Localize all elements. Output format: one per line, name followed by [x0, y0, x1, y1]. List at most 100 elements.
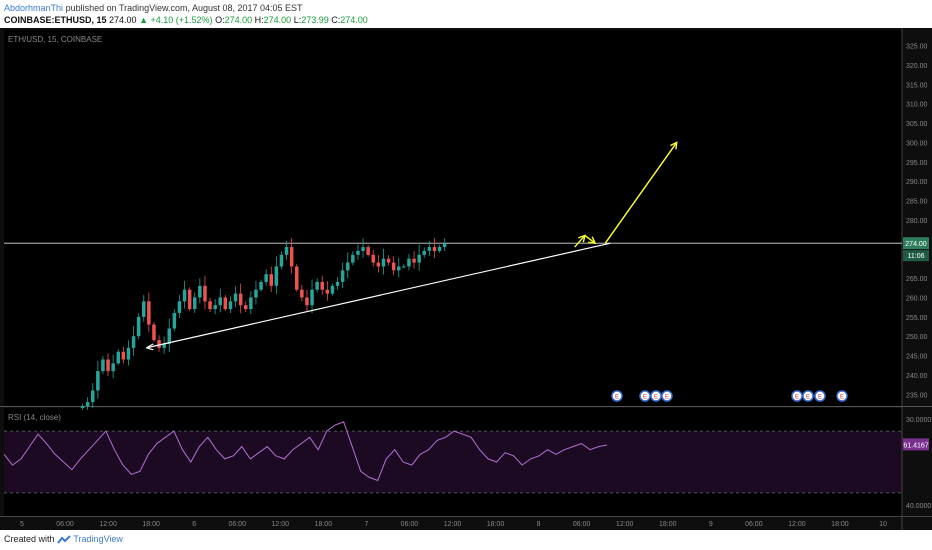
- candle-body: [320, 281, 324, 290]
- event-marker-label: E: [654, 395, 658, 401]
- candle-body: [249, 297, 253, 310]
- candle-body: [335, 281, 340, 286]
- time-tick-label: 18:00: [487, 521, 505, 528]
- main-pane[interactable]: [4, 30, 902, 406]
- candle-body: [442, 243, 447, 248]
- event-marker-label: E: [840, 395, 844, 401]
- rsi-tick-label: 30.0000: [906, 417, 931, 424]
- candle-body: [116, 351, 120, 364]
- candle-body: [325, 289, 330, 294]
- time-axis[interactable]: 5 06:00 12:00 18:00 6 06:00 12:00 18:00 7 06:00 12…: [20, 521, 887, 528]
- candle-body: [187, 289, 192, 310]
- candle-body: [289, 247, 294, 267]
- candle-body: [238, 293, 243, 306]
- candle-body: [402, 266, 406, 268]
- candle-body: [417, 254, 421, 263]
- event-marker-icon: [791, 390, 803, 402]
- candle-body: [397, 266, 401, 271]
- candle-body: [182, 289, 187, 302]
- candle-body: [193, 297, 197, 310]
- candle-body: [142, 301, 146, 317]
- time-tick-label: 18:00: [142, 521, 160, 528]
- symbol-label: COINBASE:ETHUSD, 15: [4, 15, 107, 25]
- event-marker-label: E: [615, 395, 619, 401]
- candle-body: [106, 359, 110, 372]
- last-price-badge: [903, 237, 929, 250]
- candle-body: [274, 266, 279, 286]
- time-tick-label: 12:00: [99, 521, 117, 528]
- candle-body: [269, 274, 273, 286]
- candle-body: [432, 247, 437, 251]
- candle-body: [315, 281, 319, 290]
- candle-body: [198, 285, 202, 298]
- created-with-text: Created with: [4, 534, 55, 544]
- open-label: O:: [215, 15, 225, 25]
- rsi-value-badge: [903, 438, 929, 451]
- candle-body: [208, 301, 212, 310]
- candle-body: [244, 305, 248, 310]
- ohlc-line: COINBASE:ETHUSD, 15 274.00 ▲ +4.10 (+1.5…: [4, 15, 368, 25]
- time-tick-label: 10: [879, 521, 887, 528]
- main-legend: ETH/USD, 15, COINBASE: [8, 35, 102, 44]
- candle-body: [147, 301, 151, 325]
- price-badges: 274.00 11:06 61.4167: [903, 237, 929, 451]
- time-tick-label: 18:00: [315, 521, 333, 528]
- price-tick-label: 305.00: [906, 121, 928, 128]
- time-tick-label: 12:00: [616, 521, 634, 528]
- candle-body: [167, 328, 171, 344]
- candle-body: [437, 247, 442, 251]
- price-tick-label: 260.00: [906, 295, 928, 302]
- price-tick-label: 255.00: [906, 315, 928, 322]
- candle-body: [85, 402, 90, 406]
- event-marker-icon: [611, 390, 623, 402]
- countdown-badge-label: 11:06: [908, 253, 925, 260]
- high-label: H:: [254, 15, 264, 25]
- candle-body: [310, 289, 314, 306]
- time-tick-label: 06:00: [228, 521, 246, 528]
- rsi-band: [4, 431, 902, 493]
- open-value: 274.00: [224, 15, 253, 25]
- time-tick-label: 12:00: [272, 521, 290, 528]
- event-marker-icon: [836, 390, 848, 402]
- close-label: C:: [331, 15, 341, 25]
- candle-body: [259, 281, 263, 290]
- event-marker-icon: [814, 390, 826, 402]
- candle-body: [284, 247, 289, 255]
- footer: Created with TradingView: [4, 534, 123, 545]
- rsi-series: 30.0000 40.0000: [3, 417, 931, 510]
- event-marker-label: E: [643, 395, 647, 401]
- support-trendline: [146, 242, 611, 349]
- time-tick-label: 18:00: [831, 521, 849, 528]
- candle-body: [162, 343, 166, 348]
- candle-body: [371, 254, 375, 263]
- drawings-layer[interactable]: [146, 141, 678, 351]
- event-marker-icon: [802, 390, 814, 402]
- projection-arrowhead: [578, 234, 586, 243]
- event-marker-icon: [639, 390, 651, 402]
- price-tick-label: 235.00: [906, 392, 928, 399]
- candle-body: [391, 262, 396, 271]
- candle-body: [91, 390, 95, 403]
- candle-body: [300, 289, 304, 298]
- author-link[interactable]: AbdorhmanThi: [4, 3, 64, 13]
- tradingview-brand[interactable]: TradingView: [73, 534, 123, 544]
- time-tick-label: 8: [537, 521, 541, 528]
- chart-canvas[interactable]: ETH/USD, 15, COINBASE RSI (14, close) 32…: [0, 28, 932, 530]
- change-value: +4.10 (+1.52%): [150, 15, 213, 25]
- time-tick-label: 9: [709, 521, 713, 528]
- price-tick-label: 245.00: [906, 354, 928, 361]
- price-tick-label: 250.00: [906, 334, 928, 341]
- candle-body: [356, 250, 360, 255]
- candle-body: [157, 340, 161, 348]
- price-tick-label: 300.00: [906, 140, 928, 147]
- low-value: 273.99: [301, 15, 329, 25]
- price-tick-label: 285.00: [906, 199, 928, 206]
- candle-body: [213, 305, 217, 310]
- candle-body: [427, 247, 432, 251]
- price-tick-label: 290.00: [906, 179, 928, 186]
- price-tick-label: 325.00: [906, 44, 928, 51]
- price-tick-label: 265.00: [906, 276, 928, 283]
- candle-body: [330, 285, 335, 294]
- price-axis[interactable]: 325.00 320.00 315.00 310.00 305.00 300.00 295.…: [906, 44, 928, 400]
